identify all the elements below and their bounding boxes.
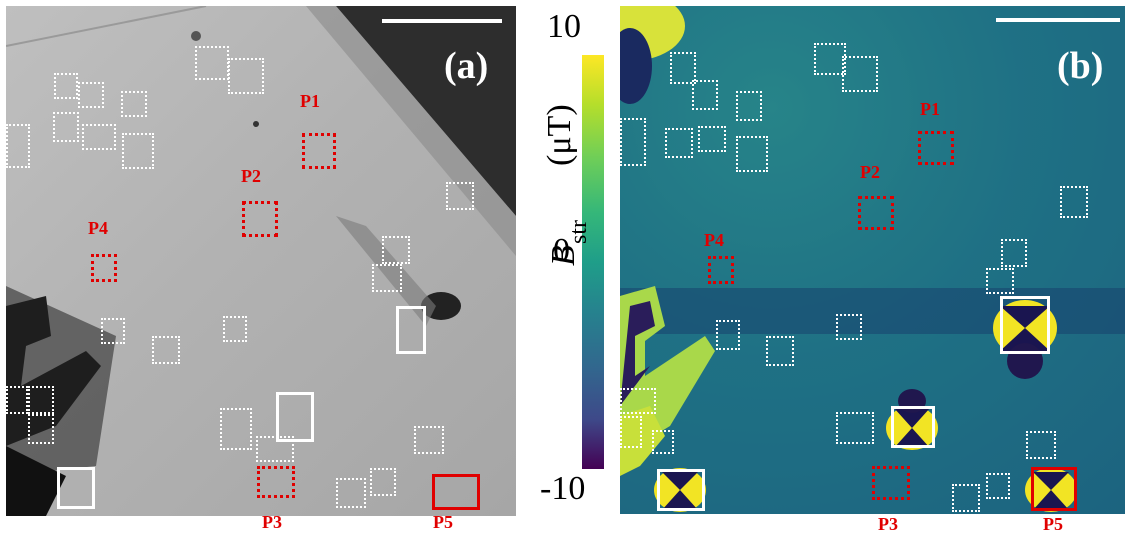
marker-box-solid <box>657 469 705 511</box>
marker-box <box>620 118 646 166</box>
marker-box <box>28 386 54 414</box>
red-box-p4 <box>91 254 117 282</box>
marker-box <box>698 126 726 152</box>
red-box-p3 <box>872 466 910 500</box>
marker-box <box>152 336 180 364</box>
marker-box <box>122 133 154 169</box>
label-p4: P4 <box>704 230 724 250</box>
label-p1: P1 <box>920 99 940 119</box>
colorbar-tick-bottom: -10 <box>540 470 586 507</box>
colorbar-unit-text: (μT) <box>541 104 578 166</box>
marker-box <box>195 46 229 80</box>
marker-box <box>414 426 444 454</box>
marker-box-solid <box>891 406 935 448</box>
marker-box <box>220 408 252 450</box>
marker-box <box>836 314 862 340</box>
label-p1: P1 <box>300 91 320 111</box>
panel-a-sem-image: (a) P1 P2 P4 <box>6 6 516 516</box>
marker-box <box>370 468 396 496</box>
marker-box <box>78 82 104 108</box>
marker-box <box>101 318 125 344</box>
scale-bar <box>996 18 1120 22</box>
scale-bar <box>382 19 502 23</box>
marker-box-solid <box>1000 296 1050 354</box>
label-p4: P4 <box>88 218 108 238</box>
label-p5-b: P5 <box>1043 514 1063 534</box>
red-box-p4 <box>708 256 734 284</box>
red-box-p1 <box>918 131 954 165</box>
marker-box <box>372 264 402 292</box>
marker-box <box>836 412 874 444</box>
sem-texture <box>6 6 516 516</box>
colorbar-unit: (μT) <box>524 40 584 170</box>
marker-box <box>986 473 1010 499</box>
panel-b-field-map: (b) P1 P2 P4 <box>620 6 1125 514</box>
marker-box <box>766 336 794 366</box>
marker-box <box>336 478 366 508</box>
label-p3-b: P3 <box>878 514 898 534</box>
red-box-p3 <box>257 466 295 498</box>
colorbar <box>582 55 604 469</box>
colorbar-subscript: str <box>566 220 592 244</box>
marker-box <box>620 416 642 448</box>
colorbar-label: B str <box>516 170 606 270</box>
marker-box <box>6 124 30 168</box>
marker-box <box>446 182 474 210</box>
label-p2: P2 <box>860 162 880 182</box>
colorbar-tick-mid: 0 <box>553 232 570 269</box>
marker-box <box>736 136 768 172</box>
marker-box <box>228 58 264 94</box>
red-box-p2 <box>242 201 278 237</box>
red-box-p2 <box>858 196 894 230</box>
colorbar-quantity: B <box>545 245 582 266</box>
marker-box <box>256 436 294 462</box>
label-p2: P2 <box>241 166 261 186</box>
marker-box <box>652 430 674 454</box>
marker-box <box>1026 431 1056 459</box>
marker-box <box>382 236 410 264</box>
marker-box <box>223 316 247 342</box>
marker-box <box>1060 186 1088 218</box>
red-box-p1 <box>302 133 336 169</box>
label-p3-a: P3 <box>262 512 282 532</box>
marker-box <box>842 56 878 92</box>
marker-box <box>28 414 54 444</box>
label-p5-a: P5 <box>433 512 453 532</box>
marker-box <box>814 43 846 75</box>
colorbar-tick-top: 10 <box>547 8 581 45</box>
marker-box <box>620 388 656 414</box>
marker-box <box>665 128 693 158</box>
marker-box <box>670 52 696 84</box>
panel-label-a: (a) <box>444 45 489 87</box>
marker-box <box>716 320 740 350</box>
marker-box <box>121 91 147 117</box>
marker-box-solid <box>396 306 426 354</box>
red-box-p5 <box>1031 467 1077 511</box>
marker-box-solid <box>276 392 314 442</box>
marker-box <box>54 73 78 99</box>
marker-box <box>53 112 79 142</box>
marker-box <box>1001 239 1027 267</box>
marker-box <box>952 484 980 512</box>
marker-box <box>82 124 116 150</box>
marker-box <box>736 91 762 121</box>
marker-box <box>6 386 28 414</box>
marker-box-solid <box>57 467 95 509</box>
marker-box <box>692 80 718 110</box>
panel-label-b: (b) <box>1057 45 1104 87</box>
red-box-p5 <box>432 474 480 510</box>
marker-box <box>986 268 1014 294</box>
